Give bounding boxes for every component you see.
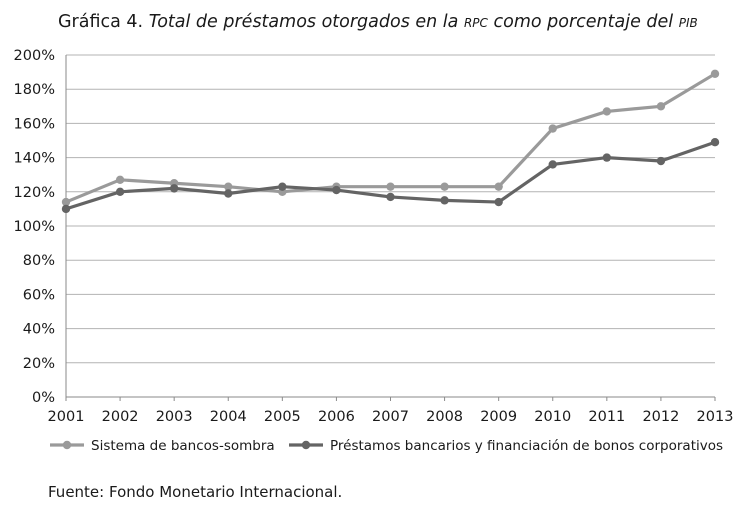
x-tick-label: 2012 (642, 409, 679, 425)
x-tick-label: 2002 (102, 409, 139, 425)
data-point (710, 138, 720, 147)
legend-swatch-marker (62, 440, 72, 450)
x-tick-label: 2004 (210, 409, 247, 425)
y-tick-label: 20% (23, 356, 55, 372)
x-tick-label: 2013 (697, 409, 734, 425)
y-tick-label: 140% (14, 151, 55, 167)
chart-title-text-2: como porcentaje del (493, 12, 674, 32)
legend-swatch-marker (301, 440, 311, 450)
y-tick-label: 100% (14, 219, 55, 235)
y-tick-label: 160% (14, 116, 55, 132)
x-tick-label: 2001 (48, 409, 85, 425)
series (61, 69, 720, 214)
data-point (224, 182, 233, 191)
legend: Sistema de bancos-sombra Préstamos bancar… (50, 438, 723, 454)
y-tick-label: 60% (23, 287, 55, 303)
x-tick-label: 2003 (156, 409, 193, 425)
x-tick-label: 2008 (426, 409, 463, 425)
y-tick-label: 40% (23, 322, 55, 338)
data-point (386, 182, 395, 191)
x-tick-label: 2007 (372, 409, 409, 425)
axes: 0% 20% 40% 60% 80% 100% 120% 140% 160% 180% 200% 20… (14, 48, 734, 425)
y-tick-label: 120% (14, 185, 55, 201)
legend-label: Sistema de bancos-sombra (91, 438, 275, 454)
chart-title-abbrev-1: RPC (463, 16, 488, 30)
y-tick-label: 0% (32, 390, 55, 406)
data-point (440, 196, 449, 205)
data-point (710, 69, 720, 79)
y-tick-label: 80% (23, 253, 55, 269)
chart-title-text-1: Total de préstamos otorgados en la (148, 12, 459, 32)
data-point (494, 197, 503, 207)
data-point (61, 197, 71, 207)
data-point (224, 189, 233, 198)
data-point (656, 102, 666, 111)
y-tick-label: 200% (14, 48, 55, 64)
chart-title-abbrev-2: PIB (678, 16, 698, 30)
data-point (602, 153, 612, 162)
data-point (656, 156, 666, 166)
legend-label: Préstamos bancarios y financiación de bo… (330, 438, 723, 454)
chart-title-label: Gráfica 4. (58, 12, 144, 32)
data-point (61, 204, 71, 214)
gridlines (66, 54, 715, 364)
data-point (548, 160, 557, 169)
data-point (115, 175, 125, 185)
data-point (602, 107, 612, 116)
data-point (494, 182, 503, 191)
data-point (548, 124, 557, 133)
data-point (115, 187, 125, 196)
data-point (440, 182, 449, 191)
x-tick-label: 2009 (480, 409, 517, 425)
x-tick-label: 2006 (318, 409, 355, 425)
data-point (169, 184, 179, 193)
data-point (386, 192, 395, 202)
data-point (332, 185, 341, 195)
data-point (278, 182, 287, 191)
x-tick-label: 2011 (588, 409, 625, 425)
chart-title: Gráfica 4. Total de préstamos otorgados … (58, 12, 698, 32)
x-tick-label: 2010 (534, 409, 571, 425)
y-tick-label: 180% (14, 82, 55, 98)
x-tick-label: 2005 (264, 409, 301, 425)
source-note: Fuente: Fondo Monetario Internacional. (48, 483, 343, 501)
